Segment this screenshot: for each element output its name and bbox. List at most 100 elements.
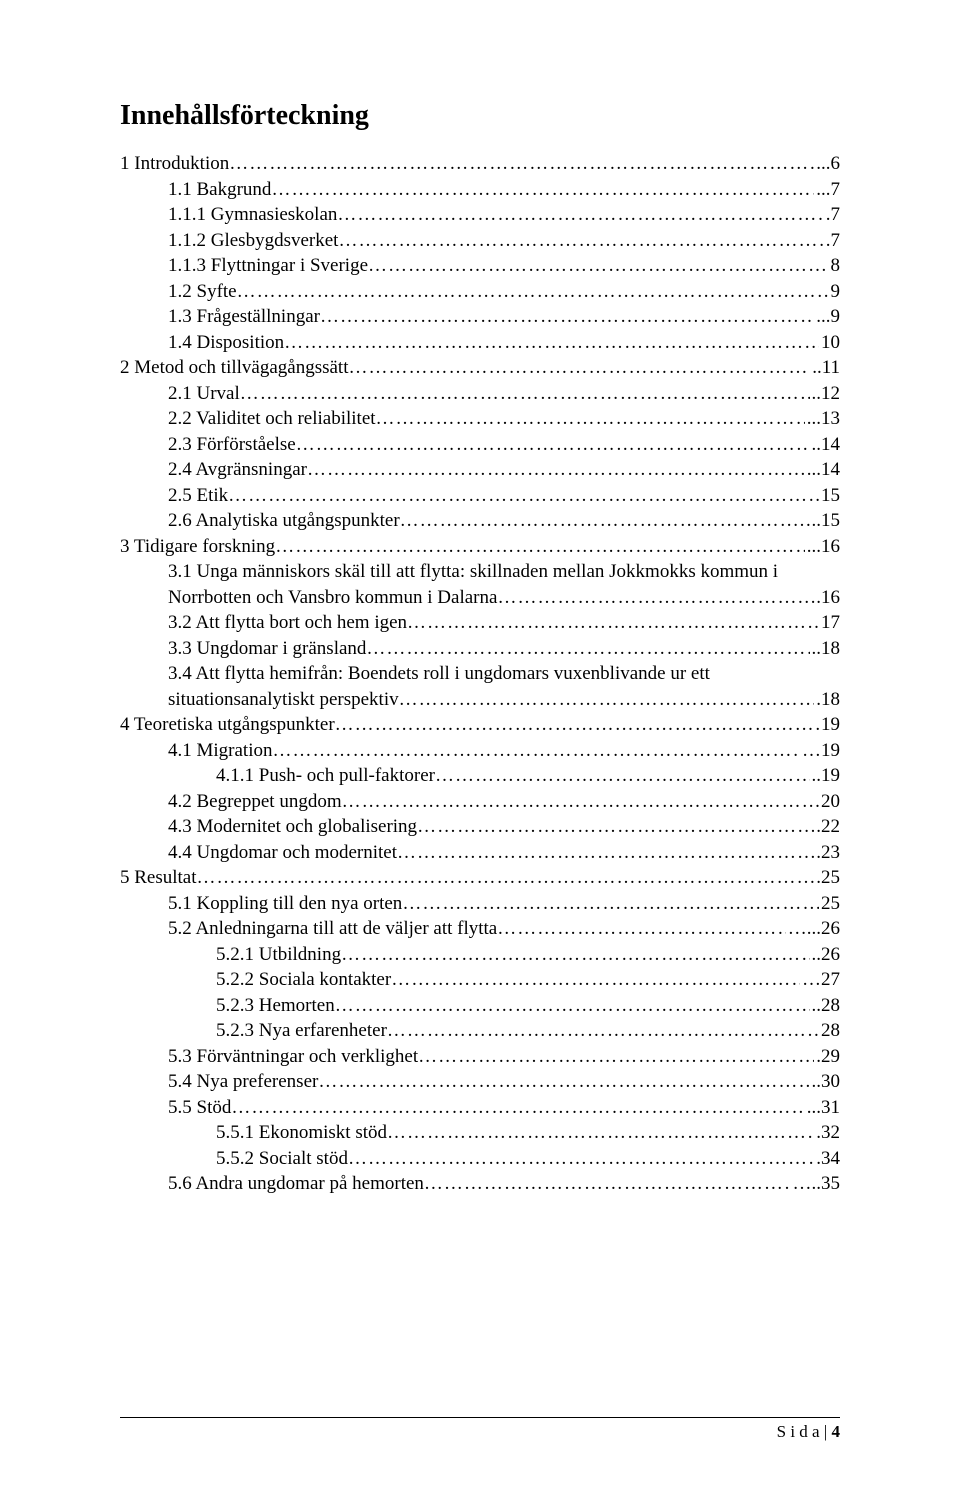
toc-leader-dots — [273, 741, 801, 760]
toc-entry-label: 5.2 Anledningarna till att de väljer att… — [168, 919, 497, 938]
toc-leader-dots — [271, 180, 814, 199]
toc-entry-label: 5.4 Nya preferenser — [168, 1072, 318, 1091]
toc-entry-label: 2.5 Etik — [168, 486, 228, 505]
toc-entry: 2.6 Analytiska utgångspunkter…..15 — [120, 511, 840, 530]
toc-leader-dots — [407, 613, 819, 632]
toc-entry-label: situationsanalytiskt perspektiv — [168, 690, 399, 709]
toc-entry: 5.2 Anledningarna till att de väljer att… — [120, 919, 840, 938]
toc-leader-dots — [418, 1047, 814, 1066]
toc-entry-label: 2.2 Validitet och reliabilitet — [168, 409, 376, 428]
toc-entry-label: 2.3 Förförståelse — [168, 435, 296, 454]
toc-leader-dots — [338, 231, 823, 250]
toc-entry-label: 1.1.3 Flyttningar i Sverige — [168, 256, 368, 275]
toc-entry-page: ...16 — [805, 537, 840, 556]
toc-entry-label: 5.2.1 Utbildning — [216, 945, 341, 964]
toc-entry-label: 4.1.1 Push- och pull-faktorer — [216, 766, 435, 785]
toc-entry-label: 5.2.3 Hemorten — [216, 996, 335, 1015]
toc-entry-page: ..19 — [810, 766, 841, 785]
toc-entry-label: 5.1 Koppling till den nya orten — [168, 894, 402, 913]
toc-entry-page: 25 — [819, 894, 840, 913]
toc-entry-page: 15 — [819, 486, 840, 505]
toc-leader-dots — [240, 384, 810, 403]
toc-entry-label: 5 Resultat — [120, 868, 197, 887]
toc-entry: 4.2 Begreppet ungdom20 — [120, 792, 840, 811]
toc-entry-page: .25 — [814, 868, 840, 887]
toc-entry-page: 28 — [819, 1021, 840, 1040]
toc-leader-dots — [335, 715, 819, 734]
toc-leader-dots — [366, 639, 809, 658]
toc-entry-page: 10 — [819, 333, 840, 352]
toc-entry-page: ...14 — [805, 460, 840, 479]
toc-leader-dots — [497, 588, 795, 607]
toc-leader-dots — [197, 868, 815, 887]
toc-entry: 4.3 Modernitet och globalisering .22 — [120, 817, 840, 836]
toc-leader-dots — [391, 970, 800, 989]
toc-entry-label: 2.4 Avgränsningar — [168, 460, 307, 479]
toc-entry: 5.1 Koppling till den nya orten 25 — [120, 894, 840, 913]
toc-entry-page: …27 — [800, 970, 840, 989]
toc-entry: 4 Teoretiska utgångspunkter19 — [120, 715, 840, 734]
toc-entry-label: 3.2 Att flytta bort och hem igen — [168, 613, 407, 632]
toc-entry-page: ..28 — [810, 996, 841, 1015]
toc-entry-label: 1 Introduktion — [120, 154, 229, 173]
toc-entry: 5.2.2 Sociala kontakter…27 — [120, 970, 840, 989]
toc-entry: 3.2 Att flytta bort och hem igen17 — [120, 613, 840, 632]
toc-entry-page: .32 — [814, 1123, 840, 1142]
toc-entry-label: 5.6 Andra ungdomar på hemorten — [168, 1174, 424, 1193]
toc-leader-dots — [399, 690, 815, 709]
toc-entry-label: 5.5.1 Ekonomiskt stöd — [216, 1123, 387, 1142]
toc-entry: 1.3 Frågeställningar...9 — [120, 307, 840, 326]
toc-entry: 2.3 Förförståelse..14 — [120, 435, 840, 454]
toc-entry: 5.5 Stöd...31 — [120, 1098, 840, 1117]
toc-entry-label: 4.4 Ungdomar och modernitet — [168, 843, 397, 862]
toc-entry-page: ...13 — [805, 409, 840, 428]
toc-entry-page: ...9 — [814, 307, 840, 326]
toc-entry-wrap-line: 3.1 Unga människors skäl till att flytta… — [120, 562, 840, 581]
toc-entry-label: 5.5.2 Socialt stöd — [216, 1149, 348, 1168]
toc-entry-page: .29 — [814, 1047, 840, 1066]
toc-leader-dots — [229, 154, 814, 173]
toc-leader-dots — [348, 1149, 814, 1168]
toc-entry-page: .18 — [814, 690, 840, 709]
toc-leader-dots — [228, 486, 819, 505]
toc-leader-dots — [231, 1098, 804, 1117]
toc-entry-label: 5.5 Stöd — [168, 1098, 231, 1117]
toc-entry: 5.4 Nya preferenser ..30 — [120, 1072, 840, 1091]
page-footer: S i d a | 4 — [120, 1417, 840, 1442]
toc-entry-label: 4.2 Begreppet ungdom — [168, 792, 342, 811]
toc-entry: 2.2 Validitet och reliabilitet ...13 — [120, 409, 840, 428]
toc-entry: 5.6 Andra ungdomar på hemorten …..35 — [120, 1174, 840, 1193]
toc-entry: 5.2.3 Hemorten ..28 — [120, 996, 840, 1015]
toc-entry-page: …...26 — [786, 919, 840, 938]
toc-leader-dots — [348, 358, 810, 377]
toc-leader-dots — [342, 792, 819, 811]
toc-entry-label: 4.3 Modernitet och globalisering — [168, 817, 417, 836]
toc-entry-page: ..12 — [810, 384, 841, 403]
toc-entry: 3.3 Ungdomar i gränsland..18 — [120, 639, 840, 658]
footer-sep: | — [820, 1422, 832, 1441]
toc-leader-dots — [296, 435, 810, 454]
toc-leader-dots — [237, 282, 829, 301]
toc-entry-label: 2 Metod och tillvägagångssätt — [120, 358, 348, 377]
toc-entry-page: …..35 — [791, 1174, 841, 1193]
toc-entry-label: 1.1.2 Glesbygdsverket — [168, 231, 338, 250]
toc-entry-label: 5.2.3 Nya erfarenheter — [216, 1021, 387, 1040]
toc-entry-label: 5.3 Förväntningar och verklighet — [168, 1047, 418, 1066]
toc-entry-page: .22 — [814, 817, 840, 836]
toc-entry-label: 2.1 Urval — [168, 384, 240, 403]
toc-leader-dots — [320, 307, 814, 326]
toc-leader-dots — [368, 256, 828, 275]
toc-entry-label: Norrbotten och Vansbro kommun i Dalarna — [168, 588, 497, 607]
toc-leader-dots — [284, 333, 819, 352]
toc-entry: 2.4 Avgränsningar ...14 — [120, 460, 840, 479]
toc-entry: 5.5.2 Socialt stöd .34 — [120, 1149, 840, 1168]
toc-entry: 2.1 Urval ..12 — [120, 384, 840, 403]
toc-entry-page: .34 — [814, 1149, 840, 1168]
toc-entry-label: 1.1.1 Gymnasieskolan — [168, 205, 337, 224]
toc-entry-label: 4 Teoretiska utgångspunkter — [120, 715, 335, 734]
toc-leader-dots — [497, 919, 786, 938]
toc-entry: 1.1.2 Glesbygdsverket.7 — [120, 231, 840, 250]
toc-entry-page: …..15 — [791, 511, 841, 530]
toc-entry-page: ..30 — [810, 1072, 841, 1091]
toc-leader-dots — [402, 894, 819, 913]
